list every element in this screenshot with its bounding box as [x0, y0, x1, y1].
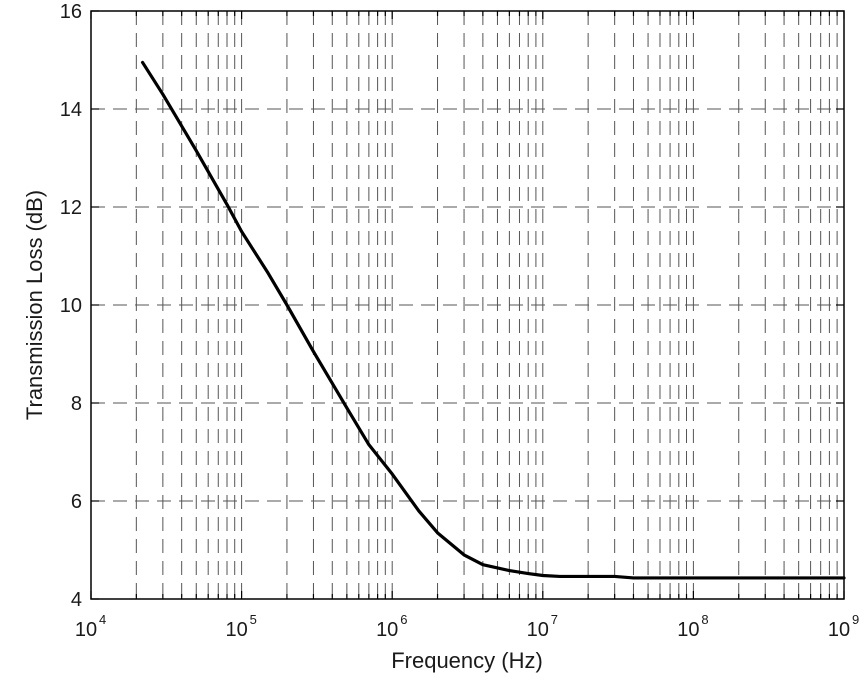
x-tick-label-base: 10: [828, 619, 850, 641]
y-axis-title: Transmission Loss (dB): [22, 190, 47, 420]
x-tick-label-base: 10: [75, 619, 97, 641]
y-tick-label: 8: [71, 393, 82, 415]
y-tick-label: 14: [60, 99, 82, 121]
x-tick-label-base: 10: [376, 619, 398, 641]
y-tick-label: 6: [71, 491, 82, 513]
x-tick-label-exponent: 6: [400, 612, 407, 627]
series-line-transmission-loss: [140, 60, 846, 580]
y-tick-label: 4: [71, 589, 82, 611]
x-tick-label: 10 8: [677, 612, 708, 641]
x-tick-label-base: 10: [527, 619, 549, 641]
x-tick-label: 10 7: [527, 612, 558, 641]
x-axis-title: Frequency (Hz): [391, 648, 543, 673]
axis-ticks: [90, 10, 845, 600]
series-group: [140, 60, 846, 580]
y-tick-label: 16: [60, 1, 82, 23]
x-tick-label-exponent: 8: [701, 612, 708, 627]
x-tick-label-exponent: 5: [250, 612, 257, 627]
x-tick-label-exponent: 4: [99, 612, 106, 627]
y-tick-label: 10: [60, 295, 82, 317]
y-tick-label: 12: [60, 197, 82, 219]
x-tick-label: 10 4: [75, 612, 106, 641]
x-tick-label: 10 5: [225, 612, 256, 641]
x-tick-label-base: 10: [225, 619, 247, 641]
grid: [91, 11, 844, 599]
x-tick-label-exponent: 7: [551, 612, 558, 627]
x-tick-label: 10 9: [828, 612, 859, 641]
x-tick-label-exponent: 9: [852, 612, 859, 627]
x-tick-label: 10 6: [376, 612, 407, 641]
x-tick-label-base: 10: [677, 619, 699, 641]
